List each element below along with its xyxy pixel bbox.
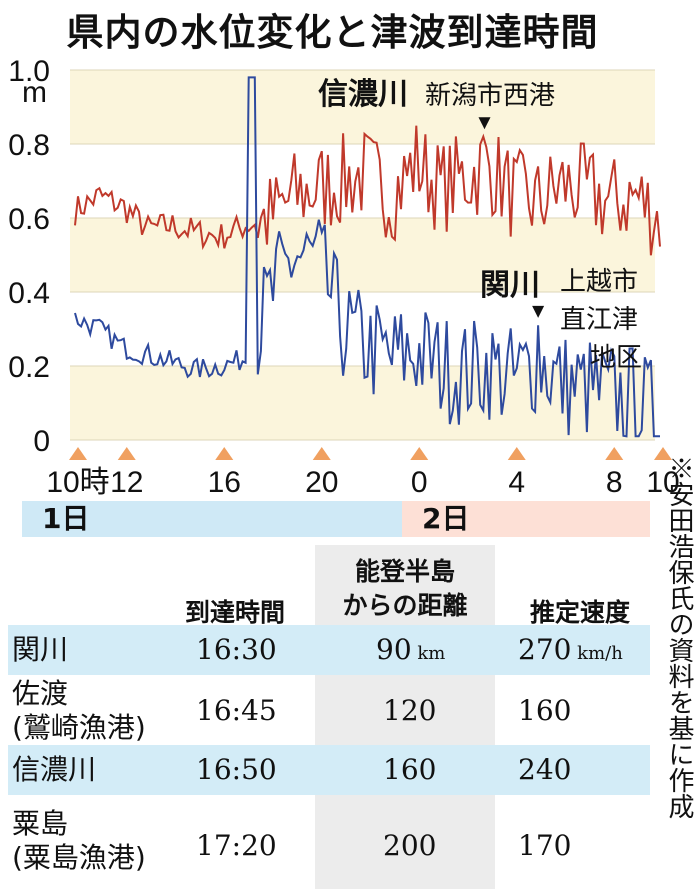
table-row: 佐渡 (鷲崎漁港) 16:45 120 160 [8,677,650,745]
distance-cell: 160 [383,753,436,786]
arrival-time-cell: 16:30 [196,633,277,666]
speed-cell: 240 [518,753,571,786]
speed-cell-value: 170 [518,829,572,862]
y-tick-label: 0.4 [8,277,50,310]
x-tick-marker [117,447,136,460]
x-tick-label: 10時 [46,466,109,499]
header-distance-line: 能登半島 [354,557,455,586]
y-tick-label: 0 [33,425,50,458]
grid-band [70,366,655,440]
x-tick-label: 10 [646,466,679,499]
series-sublabel-sekikawa: 上越市 [560,267,638,297]
day-label-2: 2日 [402,501,650,537]
speed-cell: 270 km/h [518,633,623,666]
grid-band [70,70,655,144]
header-distance: 能登半島 からの距離 [315,555,495,623]
distance-column-shade [315,545,495,889]
peak-marker-shinano [478,117,491,130]
x-tick-label: 12 [110,466,143,499]
arrival-time-cell-value: 16:50 [196,753,277,786]
series-line-shinano [74,125,661,256]
speed-cell-unit: km/h [571,643,623,664]
header-arrival-time: 到達時間 [184,598,285,627]
x-tick-marker [410,447,429,460]
series-sublabel-sekikawa: 地区 [590,343,642,373]
y-tick-label: 0.8 [8,129,50,162]
arrival-time-cell-value: 16:30 [196,633,277,666]
series-label-shinano: 信濃川 [318,77,408,112]
speed-cell: 160 [518,694,571,727]
source-note: ※安田浩保氏の資料を基に作成 [664,455,694,819]
arrival-time-cell-value: 16:45 [196,694,277,727]
series-sublabel-sekikawa: 直江津 [560,305,638,335]
x-tick-marker [654,447,672,460]
x-tick-label: 0 [411,466,428,499]
distance-cell-value: 120 [383,694,437,727]
distance-cell-unit: km [411,643,446,664]
header-speed: 推定速度 [529,598,630,627]
distance-cell-value: 90 [376,633,412,666]
distance-cell-value: 200 [383,829,437,862]
table-row: 粟島 (粟島漁港) 17:20 200 170 [8,807,650,885]
peak-marker-sekikawa [532,305,545,318]
day-label-1: 1日 [22,501,402,537]
place-cell: 粟島 (粟島漁港) [12,807,146,874]
x-tick-marker [69,447,87,460]
y-tick-label: 1.0 [8,55,50,88]
series-line-sekikawa [74,76,660,438]
arrival-time-cell: 16:50 [196,753,277,786]
chart-title: 県内の水位変化と津波到達時間 [66,11,599,54]
x-tick-label: 4 [508,466,525,499]
arrival-time-cell: 17:20 [196,829,277,862]
arrival-time-cell: 16:45 [196,694,277,727]
x-tick-label: 20 [305,466,338,499]
place-cell: 佐渡 (鷲崎漁港) [12,677,146,744]
arrival-time-cell-value: 17:20 [196,829,277,862]
header-distance-line: からの距離 [342,591,468,620]
distance-cell: 90 km [376,633,445,666]
series-label-sekikawa: 関川 [480,268,540,303]
y-tick-label: 0.6 [8,203,50,236]
place-cell: 関川 [12,633,69,666]
distance-cell: 120 [383,694,436,727]
x-tick-marker [605,447,624,460]
x-tick-marker [215,447,234,460]
x-tick-marker [507,447,526,460]
x-tick-label: 8 [606,466,623,499]
table-row: 信濃川 16:50 160 240 [8,745,650,795]
distance-cell: 200 [383,829,436,862]
y-tick-label: 0.2 [8,351,50,384]
series-sublabel-shinano: 新潟市西港 [425,81,555,111]
speed-cell: 170 [518,829,571,862]
place-cell: 信濃川 [12,753,97,786]
speed-cell-value: 160 [518,694,572,727]
distance-cell-value: 160 [383,753,437,786]
table-row: 関川 16:30 90 km 270 km/h [8,625,650,675]
speed-cell-value: 270 [518,633,572,666]
speed-cell-value: 240 [518,753,572,786]
x-tick-label: 16 [208,466,241,499]
x-tick-marker [312,447,331,460]
y-axis-label: m [22,76,47,109]
